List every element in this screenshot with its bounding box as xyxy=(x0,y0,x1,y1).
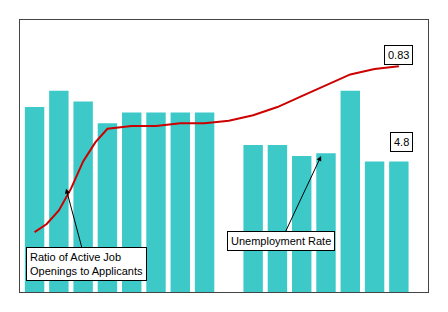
svg-text:4.8: 4.8 xyxy=(394,136,409,148)
svg-text:0.83: 0.83 xyxy=(388,49,409,61)
svg-text:Unemployment Rate: Unemployment Rate xyxy=(231,235,331,247)
svg-text:Ratio of Active JobOpenings to: Ratio of Active JobOpenings to Applicant… xyxy=(30,251,143,277)
